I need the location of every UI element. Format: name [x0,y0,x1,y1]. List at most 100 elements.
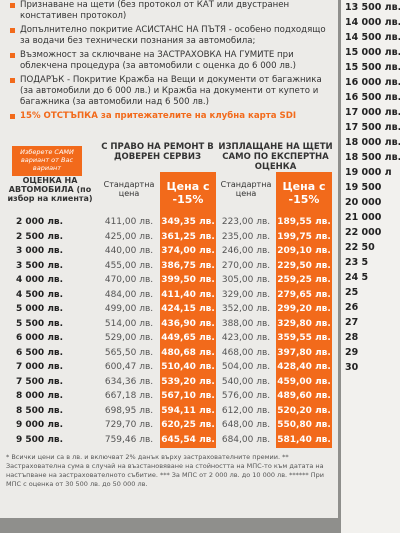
table-cell: 423,00 лв. [221,333,271,343]
table-cell: 529,00 лв. [104,333,154,343]
table-row: 2 500 лв. 425,00 лв. 361,25 лв. 235,00 лв. 1… [0,230,338,245]
choose-note: Изберете САМИ вариант от Вас вариант [12,146,82,176]
table-cell: 235,00 лв. [221,231,271,242]
side-value: 17 500 лв. [345,122,400,133]
table-row: 2 000 лв. 411,00 лв. 349,35 лв. 223,00 лв. 1… [0,215,338,230]
table-cell: 425,00 лв. [104,231,154,242]
side-value: 20 000 [345,197,382,208]
table-cell: 620,25 лв. [161,420,215,430]
table-cell: 329,00 лв. [221,289,271,300]
table-cell: 567,10 лв. [161,391,215,401]
table-cell: 455,00 лв. [104,260,154,271]
table-cell: 270,00 лв. [221,260,271,271]
side-list: 13 500 лв. 14 000 лв. 14 500 лв. 15 000 лв.… [341,0,400,533]
side-value: 18 500 лв. [345,152,400,163]
table-cell: 3 500 лв. [16,260,64,271]
bullet: Признаване на щети (без протокол от КАТ … [10,0,330,22]
table-cell: 428,40 лв. [277,362,331,372]
side-value: 14 500 лв. [345,32,400,43]
table-row: 8 000 лв. 667,18 лв. 567,10 лв. 576,00 лв. 4… [0,389,338,404]
column-header: Стандартна цена [103,180,155,198]
table-row: 6 500 лв. 565,50 лв. 480,68 лв. 468,00 лв. 3… [0,346,338,361]
table-row: 3 500 лв. 455,00 лв. 386,75 лв. 270,00 лв. 2… [0,259,338,274]
table-cell: 8 500 лв. [16,405,64,416]
side-value: 28 [345,332,359,343]
table-cell: 440,00 лв. [104,246,154,256]
brochure-sheet: Признаване на щети (без протокол от КАТ … [0,0,338,518]
table-row: 8 500 лв. 698,95 лв. 594,11 лв. 612,00 лв. 5… [0,404,338,419]
bullet: ПОДАРЪК - Покритие Кражба на Вещи и доку… [10,75,330,108]
side-value: 22 50 [345,242,375,253]
side-value: 23 5 [345,257,369,268]
table-cell: 199,75 лв. [277,231,331,242]
table-cell: 189,55 лв. [277,217,331,227]
table-row: 5 500 лв. 514,00 лв. 436,90 лв. 388,00 лв. 3… [0,317,338,332]
table-cell: 229,50 лв. [277,260,331,271]
table-cell: 600,47 лв. [104,362,154,372]
table-cell: 698,95 лв. [104,405,154,416]
table-row: 5 000 лв. 499,00 лв. 424,15 лв. 352,00 лв. 2… [0,302,338,317]
column-header: ОЦЕНКА НА АВТОМОБИЛА (по избор на клиент… [7,176,93,203]
table-cell: 468,00 лв. [221,347,271,358]
discount-column [160,172,216,448]
table-cell: 648,00 лв. [221,420,271,430]
table-cell: 489,60 лв. [277,391,331,401]
side-value: 22 000 [345,227,382,238]
table-cell: 5 500 лв. [16,318,64,329]
table-cell: 510,40 лв. [161,362,215,372]
bullet: 15% ОТСТЪПКА за притежателите на клубна … [10,111,330,122]
table-cell: 539,20 лв. [161,376,215,387]
table-cell: 470,00 лв. [104,275,154,285]
table-cell: 484,00 лв. [104,289,154,300]
table-cell: 399,50 лв. [161,275,215,285]
table-cell: 386,75 лв. [161,260,215,271]
column-header: Цена с -15% [282,180,326,206]
table-cell: 667,18 лв. [104,391,154,401]
table-cell: 4 000 лв. [16,275,64,285]
table-cell: 424,15 лв. [161,304,215,314]
side-value: 16 000 лв. [345,77,400,88]
table-row: 7 000 лв. 600,47 лв. 510,40 лв. 504,00 лв. 4… [0,360,338,375]
side-value: 14 000 лв. [345,17,400,28]
table-cell: 223,00 лв. [221,217,271,227]
table-cell: 6 000 лв. [16,333,64,343]
table-row: 4 000 лв. 470,00 лв. 399,50 лв. 305,00 лв. 2… [0,273,338,288]
table-cell: 2 000 лв. [16,217,64,227]
table-cell: 2 500 лв. [16,231,64,242]
table-cell: 246,00 лв. [221,246,271,256]
table-row: 4 500 лв. 484,00 лв. 411,40 лв. 329,00 лв. 2… [0,288,338,303]
table-cell: 3 000 лв. [16,246,64,256]
table-cell: 305,00 лв. [221,275,271,285]
group-header: ИЗПЛАЩАНЕ НА ЩЕТИ САМО ПО ЕКСПЕРТНА ОЦЕН… [218,142,333,172]
table-cell: 645,54 лв. [161,434,215,445]
discount-column [276,172,332,448]
table-cell: 436,90 лв. [161,318,215,329]
table-cell: 279,65 лв. [277,289,331,300]
table-cell: 520,20 лв. [277,405,331,416]
table-cell: 411,00 лв. [104,217,154,227]
table-cell: 7 000 лв. [16,362,64,372]
side-value: 24 5 [345,272,369,283]
table-cell: 397,80 лв. [277,347,331,358]
table-cell: 550,80 лв. [277,420,331,430]
table-cell: 581,40 лв. [277,434,331,445]
table-cell: 729,70 лв. [104,420,154,430]
table-cell: 576,00 лв. [221,391,271,401]
table-row: 3 000 лв. 440,00 лв. 374,00 лв. 246,00 лв. 2… [0,244,338,259]
table-cell: 299,20 лв. [277,304,331,314]
table-cell: 352,00 лв. [221,304,271,314]
table-cell: 361,25 лв. [161,231,215,242]
table-cell: 329,80 лв. [277,318,331,329]
table-row: 7 500 лв. 634,36 лв. 539,20 лв. 540,00 лв. 4… [0,375,338,390]
table-cell: 4 500 лв. [16,289,64,300]
table-cell: 374,00 лв. [161,246,215,256]
side-value: 29 [345,347,359,358]
side-value: 16 500 лв. [345,92,400,103]
table-cell: 540,00 лв. [221,376,271,387]
side-value: 15 500 лв. [345,62,400,73]
table-cell: 9 500 лв. [16,434,64,445]
bullet: Допълнително покритие АСИСТАНС НА ПЪТЯ -… [10,25,330,47]
table-cell: 684,00 лв. [221,434,271,445]
table-cell: 411,40 лв. [161,289,215,300]
